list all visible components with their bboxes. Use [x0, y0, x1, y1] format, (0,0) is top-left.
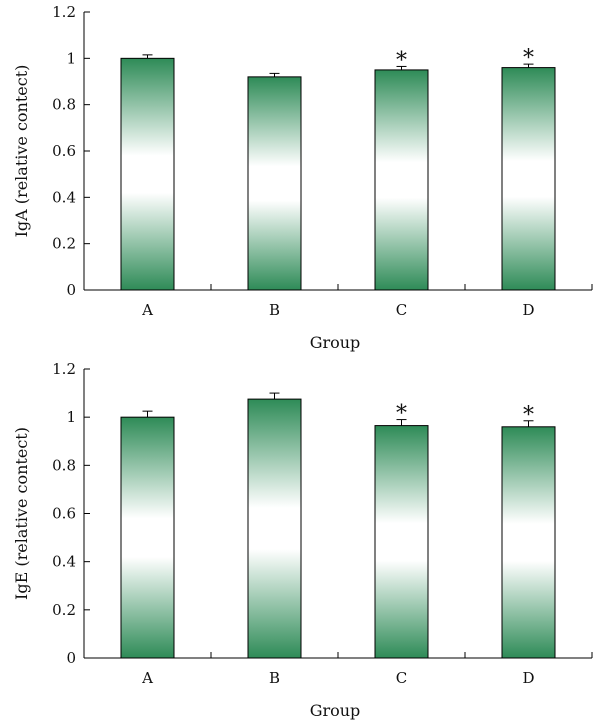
y-tick-label-1-0: 0 [66, 649, 76, 667]
y-tick-label-0-3: 0.6 [52, 142, 76, 160]
y-tick-label-0-0: 0 [66, 281, 76, 299]
category-label-1-2: C [396, 669, 407, 687]
y-tick-label-0-4: 0.8 [52, 96, 76, 114]
significance-1-2: * [396, 402, 407, 427]
significance-0-3: * [523, 46, 534, 71]
category-label-0-0: A [141, 301, 153, 319]
category-label-1-3: D [522, 669, 534, 687]
category-label-1-1: B [269, 669, 280, 687]
bar-0-1 [247, 76, 302, 291]
y-tick-label-0-1: 0.2 [52, 235, 76, 253]
bar-0-2 [374, 69, 429, 291]
y-axis-title-1: IgE (relative contect) [12, 427, 31, 600]
significance-1-3: * [523, 403, 534, 428]
x-axis-title-1: Group [310, 701, 361, 720]
y-tick-label-0-2: 0.4 [52, 188, 76, 206]
x-axis-title-0: Group [310, 333, 361, 352]
bar-0-3 [501, 67, 556, 291]
category-label-0-1: B [269, 301, 280, 319]
category-label-0-3: D [522, 301, 534, 319]
y-tick-label-1-3: 0.6 [52, 505, 76, 523]
y-tick-label-1-4: 0.8 [52, 456, 76, 474]
bar-1-1 [247, 398, 302, 659]
bar-0-0 [120, 57, 175, 291]
bar-1-2 [374, 425, 429, 659]
bar-1-3 [501, 426, 556, 659]
significance-0-2: * [396, 48, 407, 73]
category-label-1-0: A [141, 669, 153, 687]
y-axis-title-0: IgA (relative contect) [12, 65, 31, 238]
y-tick-label-0-6: 1.2 [52, 3, 76, 21]
y-tick-label-1-5: 1 [66, 408, 76, 426]
bar-1-0 [120, 416, 175, 659]
y-tick-label-1-1: 0.2 [52, 601, 76, 619]
y-tick-label-1-2: 0.4 [52, 553, 76, 571]
y-tick-label-0-5: 1 [66, 49, 76, 67]
category-label-0-2: C [396, 301, 407, 319]
y-tick-label-1-6: 1.2 [52, 360, 76, 378]
